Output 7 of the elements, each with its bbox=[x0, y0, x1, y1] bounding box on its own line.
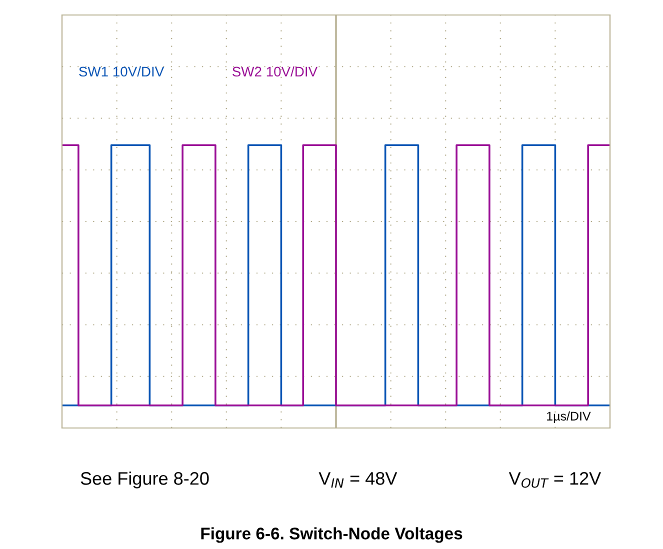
text: SW2 10V/DIV bbox=[232, 66, 318, 77]
text: V$_{OUT}$ = 12V bbox=[508, 472, 602, 488]
annotation: 1µs/DIV bbox=[547, 411, 591, 424]
text: Figure 6-6. Switch-Node Voltages bbox=[201, 527, 462, 543]
text: See Figure 8-20 bbox=[80, 472, 209, 488]
text: SW1 10V/DIV bbox=[79, 66, 164, 77]
text: V$_{IN}$ = 48V bbox=[318, 472, 398, 488]
